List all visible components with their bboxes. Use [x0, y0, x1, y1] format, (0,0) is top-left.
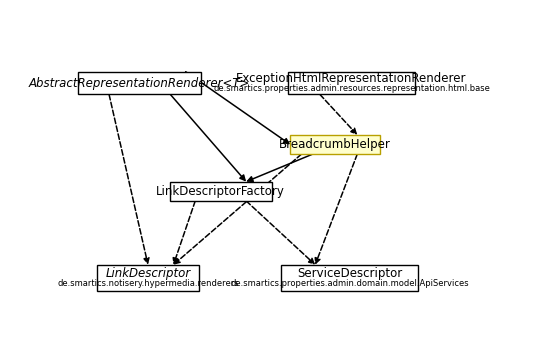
FancyBboxPatch shape — [291, 135, 379, 154]
Text: LinkDescriptorFactory: LinkDescriptorFactory — [157, 185, 285, 198]
Text: AbstractRepresentationRenderer<T>: AbstractRepresentationRenderer<T> — [29, 77, 250, 90]
Text: BreadcrumbHelper: BreadcrumbHelper — [279, 138, 391, 151]
FancyBboxPatch shape — [78, 72, 201, 94]
Text: ExceptionHtmlRepresentationRenderer: ExceptionHtmlRepresentationRenderer — [236, 72, 467, 85]
Text: de.smartics.properties.admin.resources.representation.html.base: de.smartics.properties.admin.resources.r… — [213, 84, 490, 93]
FancyBboxPatch shape — [97, 265, 199, 291]
FancyBboxPatch shape — [281, 265, 418, 291]
Text: LinkDescriptor: LinkDescriptor — [106, 267, 191, 280]
Text: de.smartics.notisery.hypermedia.renderers: de.smartics.notisery.hypermedia.renderer… — [57, 279, 239, 288]
FancyBboxPatch shape — [170, 181, 272, 201]
Text: ServiceDescriptor: ServiceDescriptor — [297, 267, 402, 280]
FancyBboxPatch shape — [288, 72, 415, 94]
Text: de.smartics.properties.admin.domain.model.ApiServices: de.smartics.properties.admin.domain.mode… — [230, 279, 469, 288]
